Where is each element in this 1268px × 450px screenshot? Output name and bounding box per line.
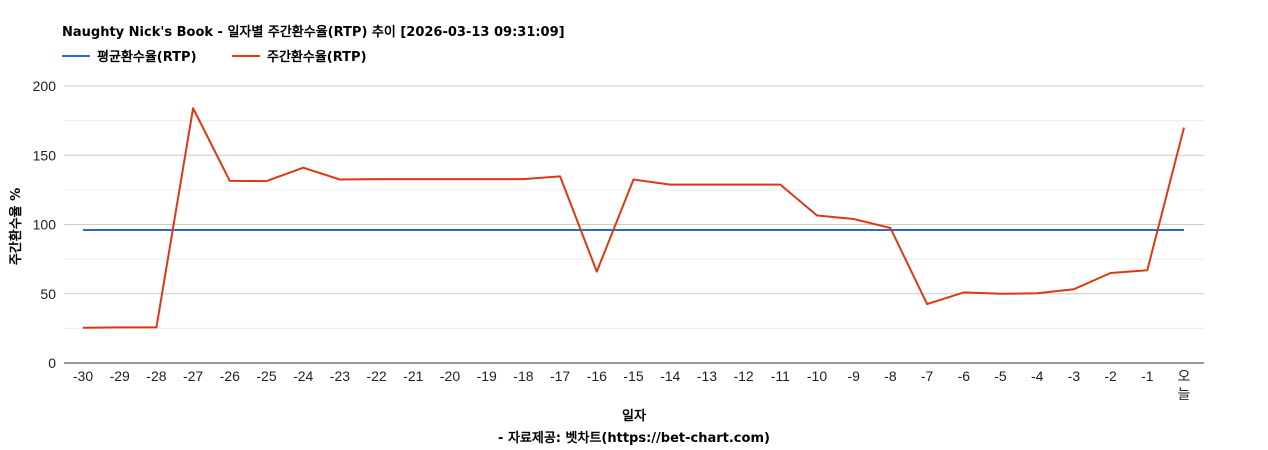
series-lines xyxy=(82,107,1185,329)
legend-swatch-weekly xyxy=(232,54,260,57)
x-tick-label: -28 xyxy=(146,368,166,384)
y-tick-label: 50 xyxy=(40,286,56,302)
x-tick-label: -18 xyxy=(513,368,533,384)
x-tick-label: -25 xyxy=(256,368,276,384)
x-axis-ticks: -30 -29 -28 -27 -26 -25 -24 -23 -22 -21 -20 -19 -18 -… xyxy=(73,368,1191,402)
x-tick-label: -12 xyxy=(733,368,753,384)
x-tick-label: -26 xyxy=(220,368,240,384)
x-tick-label: -11 xyxy=(771,368,790,384)
legend-item-average[interactable]: 평균환수율(RTP) xyxy=(62,46,197,65)
x-tick-label: -7 xyxy=(921,368,934,384)
x-tick-label: -5 xyxy=(994,368,1007,384)
x-tick-label: -20 xyxy=(440,368,460,384)
x-tick-label: -17 xyxy=(550,368,570,384)
source-credit: - 자료제공: 벳차트(https://bet-chart.com) xyxy=(498,430,770,446)
x-tick-label: -27 xyxy=(183,368,203,384)
y-tick-label: 200 xyxy=(33,78,57,94)
x-tick-label: -19 xyxy=(477,368,497,384)
legend-swatch-average xyxy=(62,54,90,57)
y-axis-title: 주간환수율 % xyxy=(8,188,24,265)
chart-title: Naughty Nick's Book - 일자별 주간환수율(RTP) 추이 … xyxy=(62,25,565,40)
x-axis-title: 일자 xyxy=(622,409,646,424)
x-tick-label: -8 xyxy=(884,368,897,384)
x-tick-label: -3 xyxy=(1068,368,1081,384)
x-tick-label: -16 xyxy=(587,368,607,384)
x-tick-label: -9 xyxy=(847,368,860,384)
gridlines xyxy=(64,85,1204,329)
y-tick-label: 150 xyxy=(33,147,57,163)
x-tick-label: -22 xyxy=(366,368,386,384)
x-tick-label: -4 xyxy=(1031,368,1044,384)
legend-item-weekly[interactable]: 주간환수율(RTP) xyxy=(232,46,367,65)
x-tick-label: -24 xyxy=(293,368,313,384)
x-tick-label: -29 xyxy=(110,368,130,384)
x-tick-label: -23 xyxy=(330,368,350,384)
x-tick-label: -2 xyxy=(1104,368,1117,384)
x-tick-label: -14 xyxy=(660,368,680,384)
y-axis-ticks: 0 50 100 150 200 xyxy=(33,78,57,371)
x-tick-label: -15 xyxy=(623,368,643,384)
y-tick-label: 100 xyxy=(33,217,57,233)
x-tick-label: -13 xyxy=(697,368,717,384)
x-tick-label: -10 xyxy=(807,368,827,384)
legend-label-weekly: 주간환수율(RTP) xyxy=(267,50,367,65)
legend-label-average: 평균환수율(RTP) xyxy=(97,50,197,65)
x-tick-label: -6 xyxy=(958,368,971,384)
y-tick-label: 0 xyxy=(48,355,56,371)
x-tick-label: -1 xyxy=(1141,368,1154,384)
x-tick-label: -30 xyxy=(73,368,93,384)
series-line-weekly[interactable] xyxy=(82,107,1185,329)
x-tick-label: -21 xyxy=(403,368,423,384)
